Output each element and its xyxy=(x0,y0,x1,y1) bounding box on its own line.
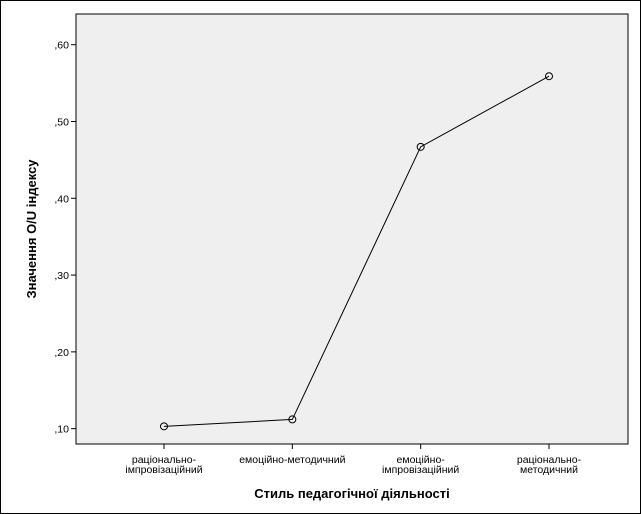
x-tick-label: емоційно-імпровізаційний xyxy=(382,454,459,476)
y-tick-label: ,60 xyxy=(54,40,69,52)
y-tick-label: ,50 xyxy=(54,117,69,129)
data-point xyxy=(416,142,425,151)
y-tick-label: ,30 xyxy=(54,270,69,282)
y-axis-title: Значення O/U індексу xyxy=(24,159,39,299)
data-points xyxy=(160,72,553,431)
y-tick-label: ,20 xyxy=(54,347,69,359)
y-tick-label: ,10 xyxy=(54,424,69,436)
data-point xyxy=(545,72,553,81)
x-tick-label: емоційно-методичний xyxy=(239,454,345,466)
data-point xyxy=(288,415,297,424)
x-axis: раціонально-імпровізаційний емоційно-мето… xyxy=(125,444,582,476)
y-axis: ,10 ,20 ,30 ,40 ,50 ,60 xyxy=(54,40,76,436)
plot-area xyxy=(75,13,629,445)
x-tick-label: раціонально-імпровізаційний xyxy=(125,454,202,476)
y-tick-label: ,40 xyxy=(54,193,69,205)
x-tick-label: раціонально-методичний xyxy=(517,454,582,476)
data-point xyxy=(160,422,168,431)
series-line xyxy=(163,75,550,427)
x-axis-title: Стиль педагогічної діяльності xyxy=(254,486,450,501)
